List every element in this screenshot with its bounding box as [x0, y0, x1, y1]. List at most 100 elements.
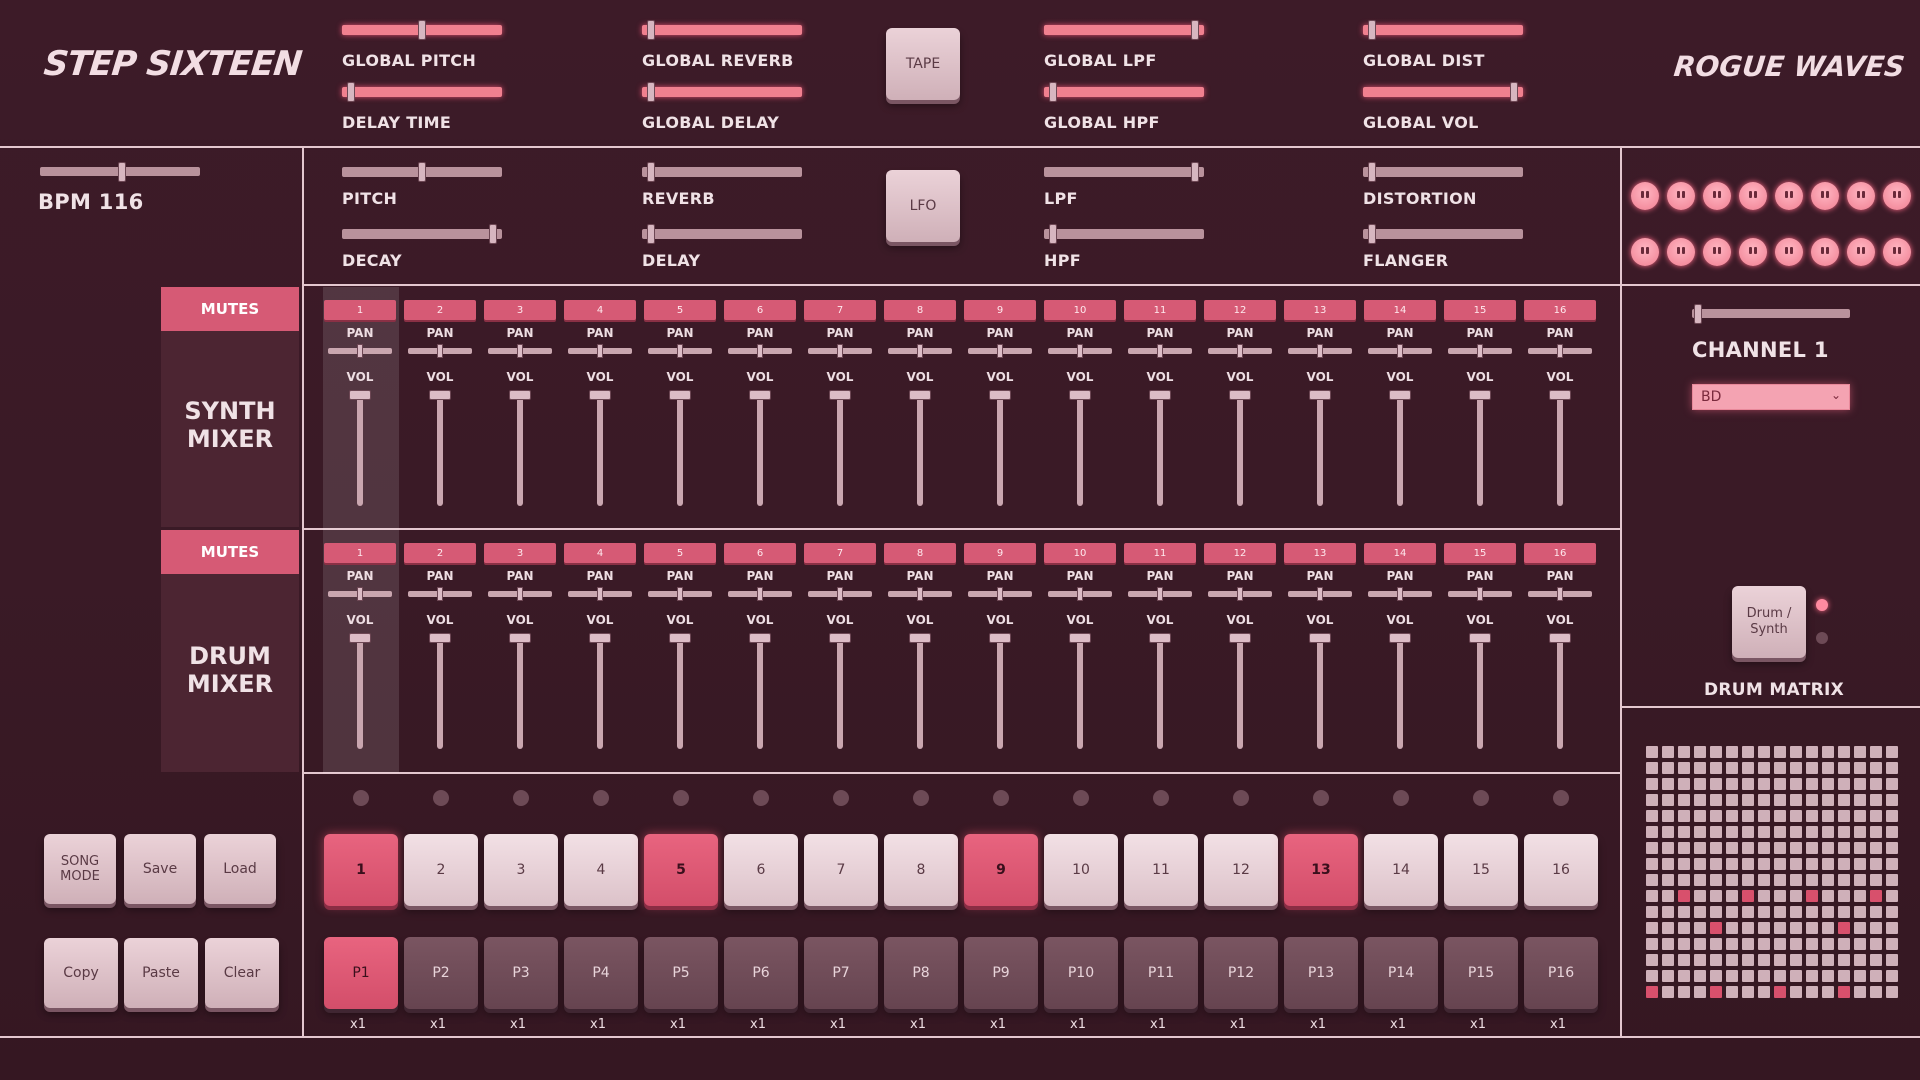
drum-vol-slider[interactable] — [677, 633, 683, 749]
matrix-cell[interactable] — [1742, 794, 1754, 806]
synth-vol-slider[interactable] — [1477, 390, 1483, 506]
synth-mute-button[interactable]: 7 — [804, 300, 876, 320]
synth-vol-thumb[interactable] — [989, 390, 1011, 400]
matrix-cell[interactable] — [1822, 906, 1834, 918]
matrix-cell[interactable] — [1726, 794, 1738, 806]
synth-mute-button[interactable]: 2 — [404, 300, 476, 320]
matrix-cell[interactable] — [1726, 970, 1738, 982]
matrix-cell[interactable] — [1854, 922, 1866, 934]
matrix-cell[interactable] — [1694, 826, 1706, 838]
pattern-button[interactable]: P15 — [1444, 937, 1518, 1009]
drum-pan-thumb[interactable] — [1397, 587, 1403, 601]
matrix-cell[interactable] — [1870, 746, 1882, 758]
copy-button[interactable]: Copy — [44, 938, 118, 1008]
matrix-cell[interactable] — [1854, 826, 1866, 838]
matrix-cell[interactable] — [1806, 746, 1818, 758]
pattern-multiplier[interactable]: x1 — [1390, 1017, 1406, 1032]
synth-vol-thumb[interactable] — [1309, 390, 1331, 400]
matrix-cell[interactable] — [1678, 890, 1690, 902]
step-button[interactable]: 15 — [1444, 834, 1518, 906]
matrix-cell[interactable] — [1774, 842, 1786, 854]
matrix-cell[interactable] — [1662, 970, 1674, 982]
synth-mute-button[interactable]: 15 — [1444, 300, 1516, 320]
lfo-knob[interactable] — [1739, 238, 1767, 266]
global-slider[interactable] — [642, 82, 802, 102]
matrix-cell[interactable] — [1726, 778, 1738, 790]
channel-slider[interactable] — [642, 162, 802, 182]
drum-vol-slider[interactable] — [1237, 633, 1243, 749]
lfo-knob[interactable] — [1811, 238, 1839, 266]
drum-pan-thumb[interactable] — [597, 587, 603, 601]
matrix-cell[interactable] — [1678, 970, 1690, 982]
step-button[interactable]: 10 — [1044, 834, 1118, 906]
synth-mute-button[interactable]: 8 — [884, 300, 956, 320]
matrix-cell[interactable] — [1886, 970, 1898, 982]
drum-vol-thumb[interactable] — [349, 633, 371, 643]
synth-pan-thumb[interactable] — [917, 344, 923, 358]
pattern-multiplier[interactable]: x1 — [1550, 1017, 1566, 1032]
matrix-cell[interactable] — [1854, 794, 1866, 806]
matrix-cell[interactable] — [1678, 810, 1690, 822]
matrix-cell[interactable] — [1758, 970, 1770, 982]
matrix-cell[interactable] — [1838, 986, 1850, 998]
synth-mute-button[interactable]: 12 — [1204, 300, 1276, 320]
matrix-cell[interactable] — [1870, 890, 1882, 902]
matrix-cell[interactable] — [1678, 986, 1690, 998]
matrix-cell[interactable] — [1854, 906, 1866, 918]
matrix-cell[interactable] — [1838, 954, 1850, 966]
drum-vol-thumb[interactable] — [1389, 633, 1411, 643]
matrix-cell[interactable] — [1838, 794, 1850, 806]
channel-slider[interactable] — [342, 162, 502, 182]
matrix-cell[interactable] — [1710, 794, 1722, 806]
matrix-cell[interactable] — [1790, 874, 1802, 886]
matrix-cell[interactable] — [1870, 842, 1882, 854]
synth-vol-slider[interactable] — [1317, 390, 1323, 506]
drum-mute-button[interactable]: 1 — [324, 543, 396, 563]
synth-pan-thumb[interactable] — [1477, 344, 1483, 358]
drum-mute-button[interactable]: 5 — [644, 543, 716, 563]
matrix-cell[interactable] — [1870, 762, 1882, 774]
synth-mute-button[interactable]: 14 — [1364, 300, 1436, 320]
pattern-button[interactable]: P4 — [564, 937, 638, 1009]
matrix-cell[interactable] — [1838, 826, 1850, 838]
pattern-button[interactable]: P6 — [724, 937, 798, 1009]
synth-pan-thumb[interactable] — [837, 344, 843, 358]
pattern-multiplier[interactable]: x1 — [510, 1017, 526, 1032]
matrix-cell[interactable] — [1806, 954, 1818, 966]
matrix-cell[interactable] — [1646, 874, 1658, 886]
matrix-cell[interactable] — [1726, 938, 1738, 950]
matrix-cell[interactable] — [1742, 778, 1754, 790]
step-button[interactable]: 6 — [724, 834, 798, 906]
synth-vol-thumb[interactable] — [1549, 390, 1571, 400]
channel-slider-thumb[interactable] — [647, 162, 655, 182]
matrix-cell[interactable] — [1870, 874, 1882, 886]
matrix-cell[interactable] — [1774, 874, 1786, 886]
matrix-cell[interactable] — [1710, 954, 1722, 966]
matrix-cell[interactable] — [1870, 954, 1882, 966]
pattern-button[interactable]: P12 — [1204, 937, 1278, 1009]
synth-vol-slider[interactable] — [437, 390, 443, 506]
synth-mute-button[interactable]: 11 — [1124, 300, 1196, 320]
matrix-cell[interactable] — [1742, 922, 1754, 934]
matrix-cell[interactable] — [1726, 826, 1738, 838]
drum-vol-thumb[interactable] — [1149, 633, 1171, 643]
matrix-cell[interactable] — [1822, 826, 1834, 838]
matrix-cell[interactable] — [1742, 746, 1754, 758]
synth-vol-slider[interactable] — [1557, 390, 1563, 506]
synth-vol-slider[interactable] — [757, 390, 763, 506]
matrix-cell[interactable] — [1774, 922, 1786, 934]
lfo-knob[interactable] — [1631, 238, 1659, 266]
synth-pan-thumb[interactable] — [757, 344, 763, 358]
matrix-cell[interactable] — [1646, 954, 1658, 966]
matrix-cell[interactable] — [1790, 762, 1802, 774]
matrix-cell[interactable] — [1678, 762, 1690, 774]
matrix-cell[interactable] — [1678, 874, 1690, 886]
matrix-cell[interactable] — [1646, 762, 1658, 774]
matrix-cell[interactable] — [1742, 842, 1754, 854]
global-slider-thumb[interactable] — [1191, 20, 1199, 40]
matrix-cell[interactable] — [1870, 938, 1882, 950]
pattern-button[interactable]: P13 — [1284, 937, 1358, 1009]
matrix-cell[interactable] — [1870, 970, 1882, 982]
matrix-cell[interactable] — [1646, 970, 1658, 982]
matrix-cell[interactable] — [1790, 794, 1802, 806]
